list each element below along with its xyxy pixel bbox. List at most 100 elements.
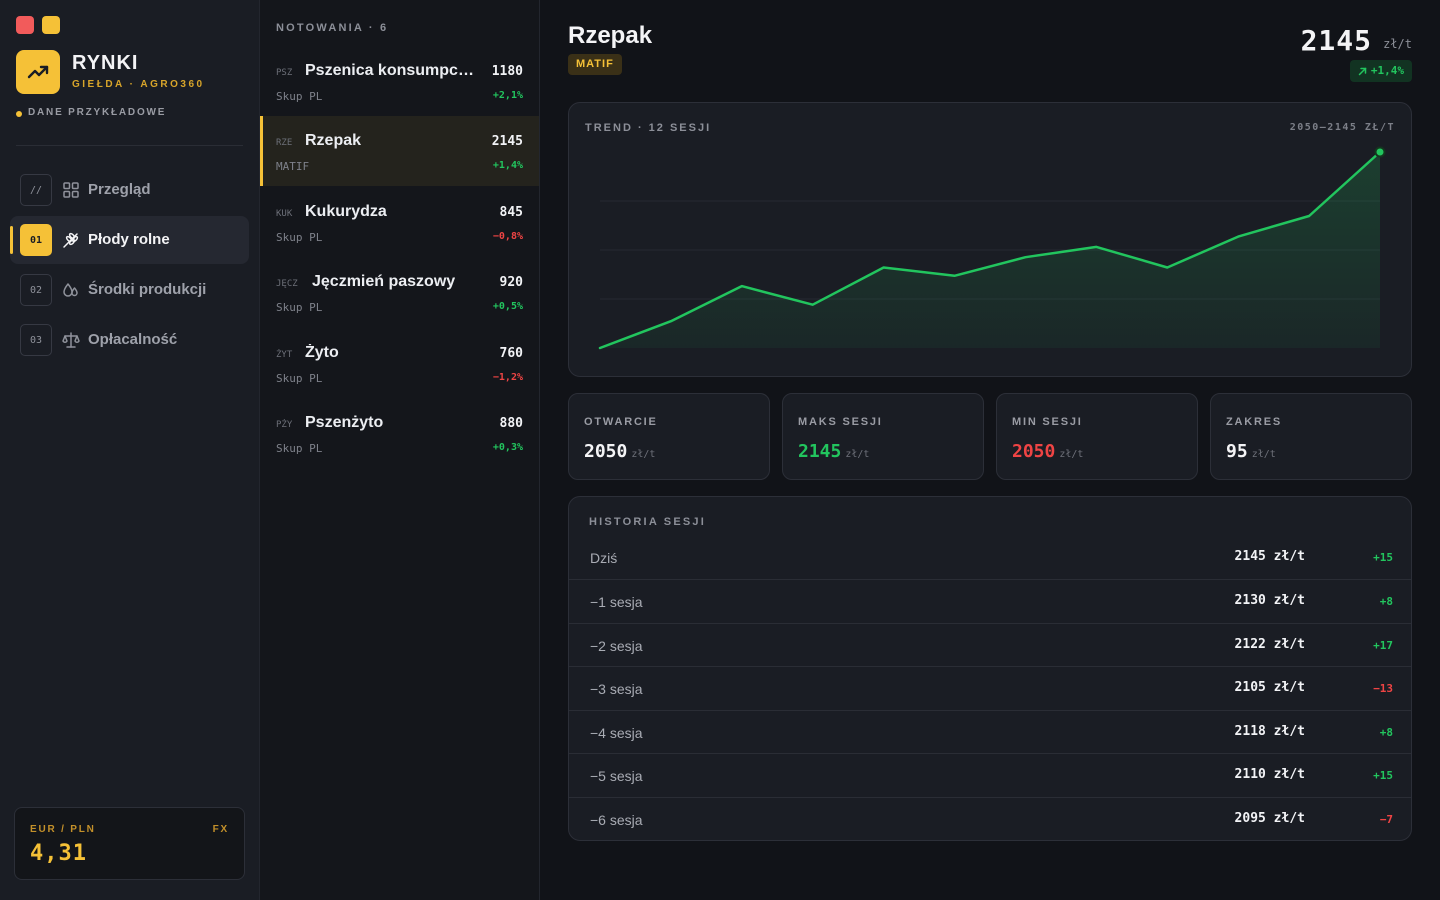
quote-code: RZE <box>276 138 293 148</box>
stat-value: 95 <box>1226 441 1248 462</box>
detail-panel: Rzepak MATIF 2145 zł/t +1,4% TREND · 12 … <box>540 0 1440 900</box>
history-delta: −7 <box>1379 813 1393 826</box>
quote-code: KUK <box>276 209 293 219</box>
trend-chart <box>598 146 1386 350</box>
window-close-button[interactable] <box>16 16 34 34</box>
demo-data-label: DANE PRZYKŁADOWE <box>28 107 167 118</box>
history-label: Dziś <box>590 550 618 566</box>
nav-item-profitability[interactable]: 03 Opłacalność <box>10 316 249 364</box>
wheat-icon <box>62 231 80 249</box>
nav-badge: // <box>20 174 52 206</box>
history-price: 2145 zł/t <box>1234 549 1305 564</box>
window-minimize-button[interactable] <box>42 16 60 34</box>
stat-value-open: 2050 zł/t <box>584 441 655 462</box>
history-price: 2118 zł/t <box>1234 724 1305 739</box>
quote-name: Pszenica konsumpcyjna <box>305 62 477 79</box>
stat-unit: zł/t <box>845 449 870 460</box>
chart-title: TREND · 12 SESJI <box>585 122 712 134</box>
history-row: Dziś 2145 zł/t +15 <box>569 536 1411 580</box>
fx-tag: FX <box>212 824 229 835</box>
quote-item-triticale[interactable]: PŻY Pszenżyto Skup PL 880 +0,3% <box>260 398 539 468</box>
detail-title: Rzepak <box>568 22 653 49</box>
detail-change-badge: +1,4% <box>1349 60 1412 82</box>
fx-rate-card: EUR / PLN FX 4,31 <box>14 807 245 880</box>
detail-change: +1,4% <box>1370 64 1404 77</box>
nav-label: Opłacalność <box>88 331 178 348</box>
quote-market: Skup PL <box>276 372 323 385</box>
nav-item-overview[interactable]: // Przegląd <box>10 166 249 214</box>
exchange-badge: MATIF <box>568 54 622 75</box>
nav-label: Przegląd <box>88 181 151 198</box>
history-label: −6 sesja <box>590 812 643 828</box>
detail-unit: zł/t <box>1383 37 1412 51</box>
drops-icon <box>62 281 80 299</box>
history-row: −4 sesja 2118 zł/t +8 <box>569 710 1411 754</box>
quote-market: Skup PL <box>276 442 323 455</box>
grid-icon <box>62 181 80 199</box>
history-price: 2122 zł/t <box>1234 637 1305 652</box>
quote-price: 845 <box>499 205 523 220</box>
history-label: −1 sesja <box>590 594 643 610</box>
nav-badge: 03 <box>20 324 52 356</box>
history-delta: +15 <box>1373 551 1393 564</box>
chart-range: 2050–2145 ZŁ/T <box>1289 122 1395 133</box>
trend-chart-card: TREND · 12 SESJI 2050–2145 ZŁ/T <box>568 102 1412 377</box>
demo-indicator-dot <box>16 111 22 117</box>
history-price: 2130 zł/t <box>1234 593 1305 608</box>
app-subtitle: GIEŁDA · AGRO360 <box>72 79 205 90</box>
sidebar-divider <box>16 145 243 146</box>
quote-item-corn[interactable]: KUK Kukurydza Skup PL 845 −0,8% <box>260 187 539 257</box>
history-price: 2095 zł/t <box>1234 811 1305 826</box>
quote-change: +2,1% <box>492 90 523 101</box>
quote-item-rapeseed[interactable]: RZE Rzepak MATIF 2145 +1,4% <box>260 116 539 186</box>
quote-name: Żyto <box>305 344 339 361</box>
stat-unit: zł/t <box>1059 449 1084 460</box>
history-row: −3 sesja 2105 zł/t −13 <box>569 666 1411 710</box>
quote-name: Kukurydza <box>305 203 387 220</box>
quote-price: 1180 <box>491 64 523 79</box>
quote-change: +0,5% <box>492 301 523 312</box>
nav-label: Płody rolne <box>88 231 170 248</box>
quote-code: JĘCZ <box>276 279 298 289</box>
stat-label: MIN SESJI <box>1012 416 1083 428</box>
scale-icon <box>62 331 80 349</box>
stat-value-min: 2050 zł/t <box>1012 441 1083 462</box>
arrow-up-right-icon <box>1358 67 1367 75</box>
quote-price: 2145 <box>491 134 523 149</box>
stat-card-range: ZAKRES 95 zł/t <box>1210 393 1412 480</box>
quote-change: −0,8% <box>492 231 523 242</box>
history-label: −4 sesja <box>590 725 643 741</box>
nav-item-production-inputs[interactable]: 02 Środki produkcji <box>10 266 249 314</box>
trend-last-point <box>1374 146 1386 158</box>
stat-value-range: 95 zł/t <box>1226 441 1276 462</box>
quote-market: Skup PL <box>276 301 323 314</box>
stat-label: MAKS SESJI <box>798 416 883 428</box>
history-label: −2 sesja <box>590 638 643 654</box>
stat-label: ZAKRES <box>1226 416 1283 428</box>
history-title: HISTORIA SESJI <box>589 516 706 528</box>
stat-value: 2145 <box>798 441 842 462</box>
nav-badge: 01 <box>20 224 52 256</box>
history-delta: +8 <box>1379 595 1393 608</box>
quote-item-barley[interactable]: JĘCZ Jęczmień paszowy Skup PL 920 +0,5% <box>260 257 539 327</box>
quote-code: PŻY <box>276 420 293 430</box>
stat-value: 2050 <box>1012 441 1056 462</box>
history-delta: −13 <box>1373 682 1393 695</box>
nav-label: Środki produkcji <box>88 281 207 298</box>
trend-line <box>598 150 1382 350</box>
fx-pair: EUR / PLN <box>30 824 96 835</box>
stat-card-open: OTWARCIE 2050 zł/t <box>568 393 770 480</box>
stat-value-max: 2145 zł/t <box>798 441 869 462</box>
quote-code: ŻYT <box>276 350 293 360</box>
quote-market: Skup PL <box>276 231 323 244</box>
quote-price: 880 <box>499 416 523 431</box>
history-delta: +8 <box>1379 726 1393 739</box>
stat-card-min: MIN SESJI 2050 zł/t <box>996 393 1198 480</box>
nav-item-crops[interactable]: 01 Płody rolne <box>10 216 249 264</box>
trend-area <box>600 152 1380 348</box>
quote-item-rye[interactable]: ŻYT Żyto Skup PL 760 −1,2% <box>260 328 539 398</box>
quote-change: +0,3% <box>492 442 523 453</box>
nav-badge: 02 <box>20 274 52 306</box>
quote-item-wheat[interactable]: PSZ Pszenica konsumpcyjna Skup PL 1180 +… <box>260 46 539 116</box>
history-price: 2105 zł/t <box>1234 680 1305 695</box>
